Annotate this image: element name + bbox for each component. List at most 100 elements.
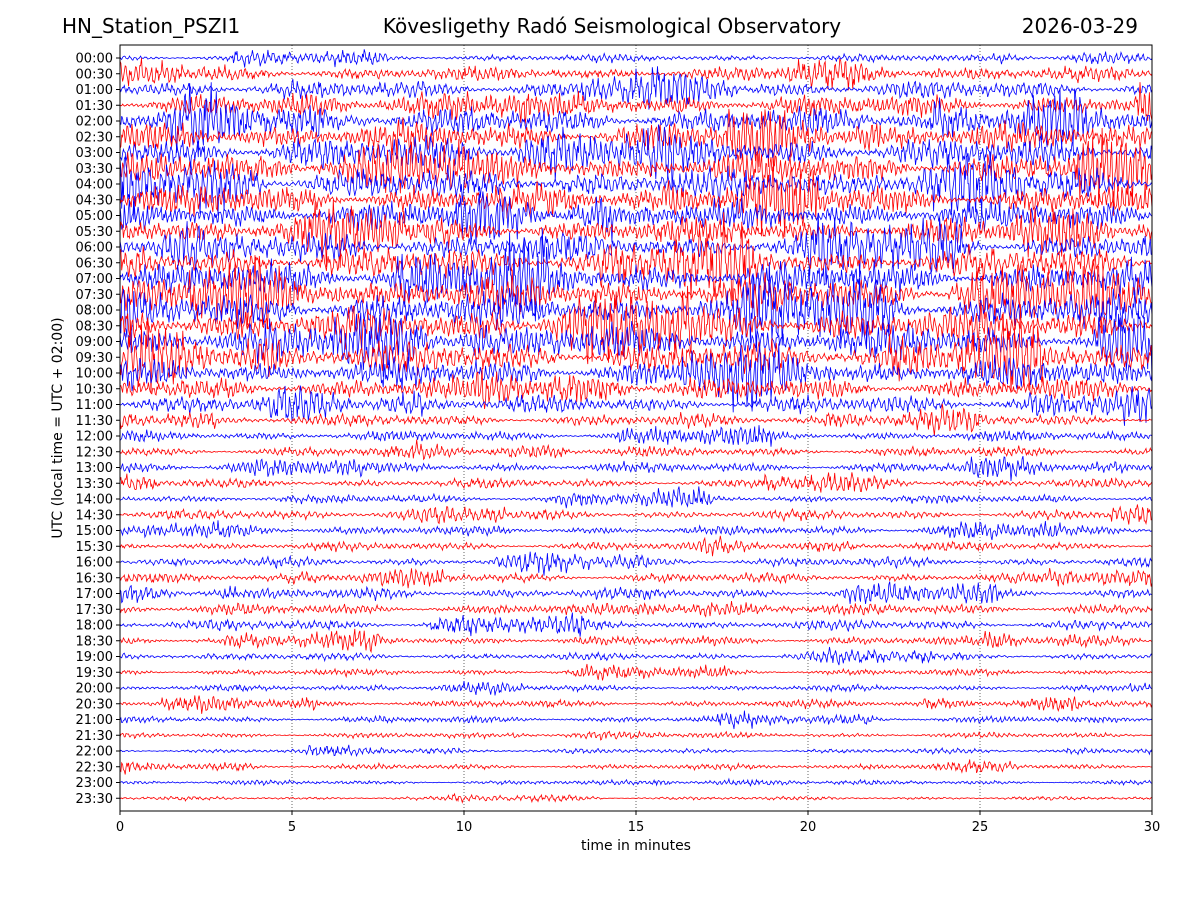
x-tick-label: 25 bbox=[972, 820, 989, 835]
trace-1500 bbox=[120, 520, 1152, 541]
trace-1000 bbox=[120, 343, 1152, 413]
y-tick-label: 06:00 bbox=[76, 241, 113, 256]
trace-2030 bbox=[120, 695, 1152, 714]
trace-1400 bbox=[120, 486, 1152, 509]
y-tick-label: 14:00 bbox=[76, 493, 113, 508]
y-tick-label: 07:00 bbox=[76, 272, 113, 287]
trace-1730 bbox=[120, 601, 1152, 618]
x-axis-label: time in minutes bbox=[581, 838, 691, 854]
y-tick-label: 10:30 bbox=[76, 382, 113, 397]
y-tick-label: 21:30 bbox=[76, 729, 113, 744]
y-tick-label: 15:00 bbox=[76, 524, 113, 539]
y-tick-label: 09:30 bbox=[76, 351, 113, 366]
y-tick-label: 02:30 bbox=[76, 130, 113, 145]
y-tick-label: 19:00 bbox=[76, 650, 113, 665]
y-tick-label: 17:30 bbox=[76, 603, 113, 618]
x-tick-label: 5 bbox=[288, 820, 296, 835]
y-tick-label: 08:00 bbox=[76, 304, 113, 319]
trace-1330 bbox=[120, 472, 1152, 493]
y-tick-label: 10:00 bbox=[76, 367, 113, 382]
seismic-traces bbox=[120, 49, 1152, 804]
y-tick-label: 11:30 bbox=[76, 414, 113, 429]
y-tick-label: 15:30 bbox=[76, 540, 113, 555]
y-tick-label: 19:30 bbox=[76, 666, 113, 681]
trace-2300 bbox=[120, 777, 1152, 787]
x-tick-label: 0 bbox=[116, 820, 124, 835]
trace-0130 bbox=[120, 82, 1152, 127]
trace-0330 bbox=[120, 127, 1152, 216]
x-tick-label: 20 bbox=[800, 820, 817, 835]
y-axis-label: UTC (local time = UTC + 02:00) bbox=[50, 317, 66, 539]
y-tick-label: 23:30 bbox=[76, 792, 113, 807]
y-tick-label: 16:30 bbox=[76, 571, 113, 586]
y-tick-label: 04:00 bbox=[76, 178, 113, 193]
y-tick-label: 12:00 bbox=[76, 430, 113, 445]
date-title: 2026-03-29 bbox=[1021, 14, 1138, 38]
y-tick-label: 01:30 bbox=[76, 99, 113, 114]
trace-2130 bbox=[120, 730, 1152, 741]
trace-1600 bbox=[120, 551, 1152, 576]
trace-0000 bbox=[120, 49, 1152, 68]
y-tick-label: 09:00 bbox=[76, 335, 113, 350]
trace-0900 bbox=[120, 310, 1152, 384]
y-tick-label: 16:00 bbox=[76, 556, 113, 571]
y-tick-label: 18:30 bbox=[76, 634, 113, 649]
y-tick-label: 17:00 bbox=[76, 587, 113, 602]
trace-1300 bbox=[120, 455, 1152, 482]
y-tick-label: 13:00 bbox=[76, 461, 113, 476]
y-axis-ticks: 00:0000:3001:0001:3002:0002:3003:0003:30… bbox=[76, 52, 120, 807]
trace-1630 bbox=[120, 568, 1152, 589]
trace-1700 bbox=[120, 581, 1152, 605]
y-tick-label: 18:00 bbox=[76, 619, 113, 634]
trace-0300 bbox=[120, 124, 1152, 188]
x-tick-label: 15 bbox=[628, 820, 645, 835]
y-tick-label: 13:30 bbox=[76, 477, 113, 492]
y-tick-label: 07:30 bbox=[76, 288, 113, 303]
y-tick-label: 20:00 bbox=[76, 682, 113, 697]
trace-2100 bbox=[120, 710, 1152, 730]
trace-2000 bbox=[120, 681, 1152, 696]
trace-0400 bbox=[120, 151, 1152, 220]
trace-0100 bbox=[120, 66, 1152, 110]
trace-0830 bbox=[120, 285, 1152, 365]
x-axis-ticks: 0 5 10 15 20 25 30 bbox=[116, 811, 1160, 835]
y-tick-label: 05:00 bbox=[76, 209, 113, 224]
trace-1230 bbox=[120, 439, 1152, 461]
trace-1430 bbox=[120, 504, 1152, 526]
y-tick-label: 22:30 bbox=[76, 760, 113, 775]
y-tick-label: 23:00 bbox=[76, 776, 113, 791]
trace-2200 bbox=[120, 744, 1152, 758]
y-tick-label: 12:30 bbox=[76, 445, 113, 460]
y-tick-label: 02:00 bbox=[76, 115, 113, 130]
trace-1030 bbox=[120, 367, 1152, 409]
trace-0600 bbox=[120, 212, 1152, 283]
trace-2330 bbox=[120, 792, 1152, 804]
y-tick-label: 00:30 bbox=[76, 67, 113, 82]
trace-1200 bbox=[120, 425, 1152, 447]
y-tick-label: 05:30 bbox=[76, 225, 113, 240]
y-tick-label: 00:00 bbox=[76, 52, 113, 67]
trace-1130 bbox=[120, 403, 1152, 436]
x-tick-label: 10 bbox=[456, 820, 473, 835]
y-tick-label: 03:00 bbox=[76, 146, 113, 161]
trace-0630 bbox=[120, 212, 1152, 302]
observatory-title: Kövesligethy Radó Seismological Observat… bbox=[382, 14, 842, 38]
y-tick-label: 20:30 bbox=[76, 697, 113, 712]
y-tick-label: 04:30 bbox=[76, 193, 113, 208]
trace-1900 bbox=[120, 646, 1152, 666]
trace-0230 bbox=[120, 108, 1152, 172]
trace-1830 bbox=[120, 628, 1152, 654]
station-title: HN_Station_PSZI1 bbox=[62, 14, 241, 38]
trace-2230 bbox=[120, 759, 1152, 775]
y-tick-label: 08:30 bbox=[76, 319, 113, 334]
y-tick-label: 06:30 bbox=[76, 256, 113, 271]
y-tick-label: 21:00 bbox=[76, 713, 113, 728]
trace-1530 bbox=[120, 535, 1152, 557]
trace-0700 bbox=[120, 228, 1152, 322]
trace-1930 bbox=[120, 663, 1152, 681]
trace-0430 bbox=[120, 166, 1152, 238]
y-tick-label: 03:30 bbox=[76, 162, 113, 177]
y-tick-label: 22:00 bbox=[76, 745, 113, 760]
y-tick-label: 14:30 bbox=[76, 508, 113, 523]
